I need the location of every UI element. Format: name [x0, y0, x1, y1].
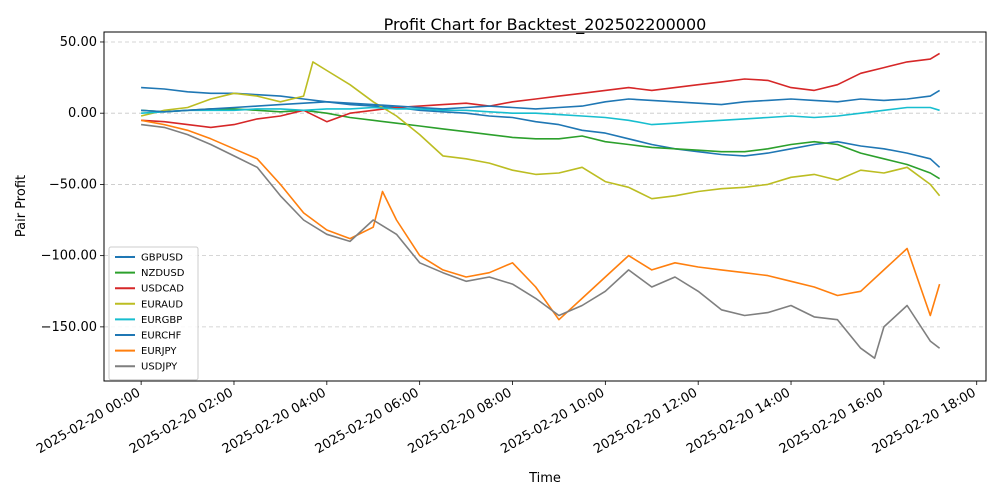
x-tick-label: 2025-02-20 16:00	[777, 385, 886, 457]
y-axis-title: Pair Profit	[14, 175, 29, 237]
legend-label: USDJPY	[141, 362, 178, 373]
x-axis-title: Time	[528, 471, 561, 486]
plot-frame	[103, 31, 987, 382]
legend-label: NZDUSD	[141, 268, 185, 279]
y-tick-label: −100.00	[41, 249, 97, 264]
legend-label: GBPUSD	[141, 253, 183, 264]
legend-label: EURGBP	[141, 315, 182, 326]
legend-label: EURJPY	[141, 346, 177, 357]
series-lines	[140, 52, 941, 359]
y-axis: 50.00 0.00 −50.00 −100.00 −150.00	[41, 35, 104, 335]
series-line-eurchf	[141, 89, 941, 113]
x-tick-label: 2025-02-20 02:00	[127, 385, 236, 457]
chart-title: Profit Chart for Backtest_202502200000	[384, 15, 707, 35]
series-line-eurjpy	[140, 119, 941, 321]
series-line-usdjpy	[141, 123, 941, 359]
x-tick-label: 2025-02-20 10:00	[498, 385, 607, 457]
x-tick-label: 2025-02-20 14:00	[684, 385, 793, 457]
legend: GBPUSD NZDUSD USDCAD EURAUD EURGBP EURCHF EURJ…	[108, 246, 199, 381]
series-line-eurgbp	[141, 106, 940, 126]
x-tick-label: 2025-02-20 08:00	[406, 385, 515, 457]
y-tick-label: 50.00	[60, 35, 97, 50]
x-tick-label: 2025-02-20 12:00	[591, 385, 700, 457]
legend-box	[108, 246, 199, 381]
y-tick-label: 0.00	[68, 106, 97, 121]
legend-label: EURAUD	[141, 299, 183, 310]
series-line-gbpusd	[141, 86, 941, 168]
series-line-nzdusd	[141, 108, 941, 180]
x-tick-label: 2025-02-20 06:00	[313, 385, 422, 457]
y-tick-label: −150.00	[41, 320, 97, 335]
y-tick-label: −50.00	[49, 177, 97, 192]
legend-label: EURCHF	[141, 331, 182, 342]
x-tick-label: 2025-02-20 04:00	[220, 385, 329, 457]
legend-label: USDCAD	[141, 284, 184, 295]
x-tick-label: 2025-02-20 18:00	[870, 385, 979, 457]
x-tick-label: 2025-02-20 00:00	[34, 385, 143, 457]
series-line-usdcad	[141, 52, 941, 129]
series-line-euraud	[140, 61, 941, 200]
grid-lines	[104, 41, 986, 328]
